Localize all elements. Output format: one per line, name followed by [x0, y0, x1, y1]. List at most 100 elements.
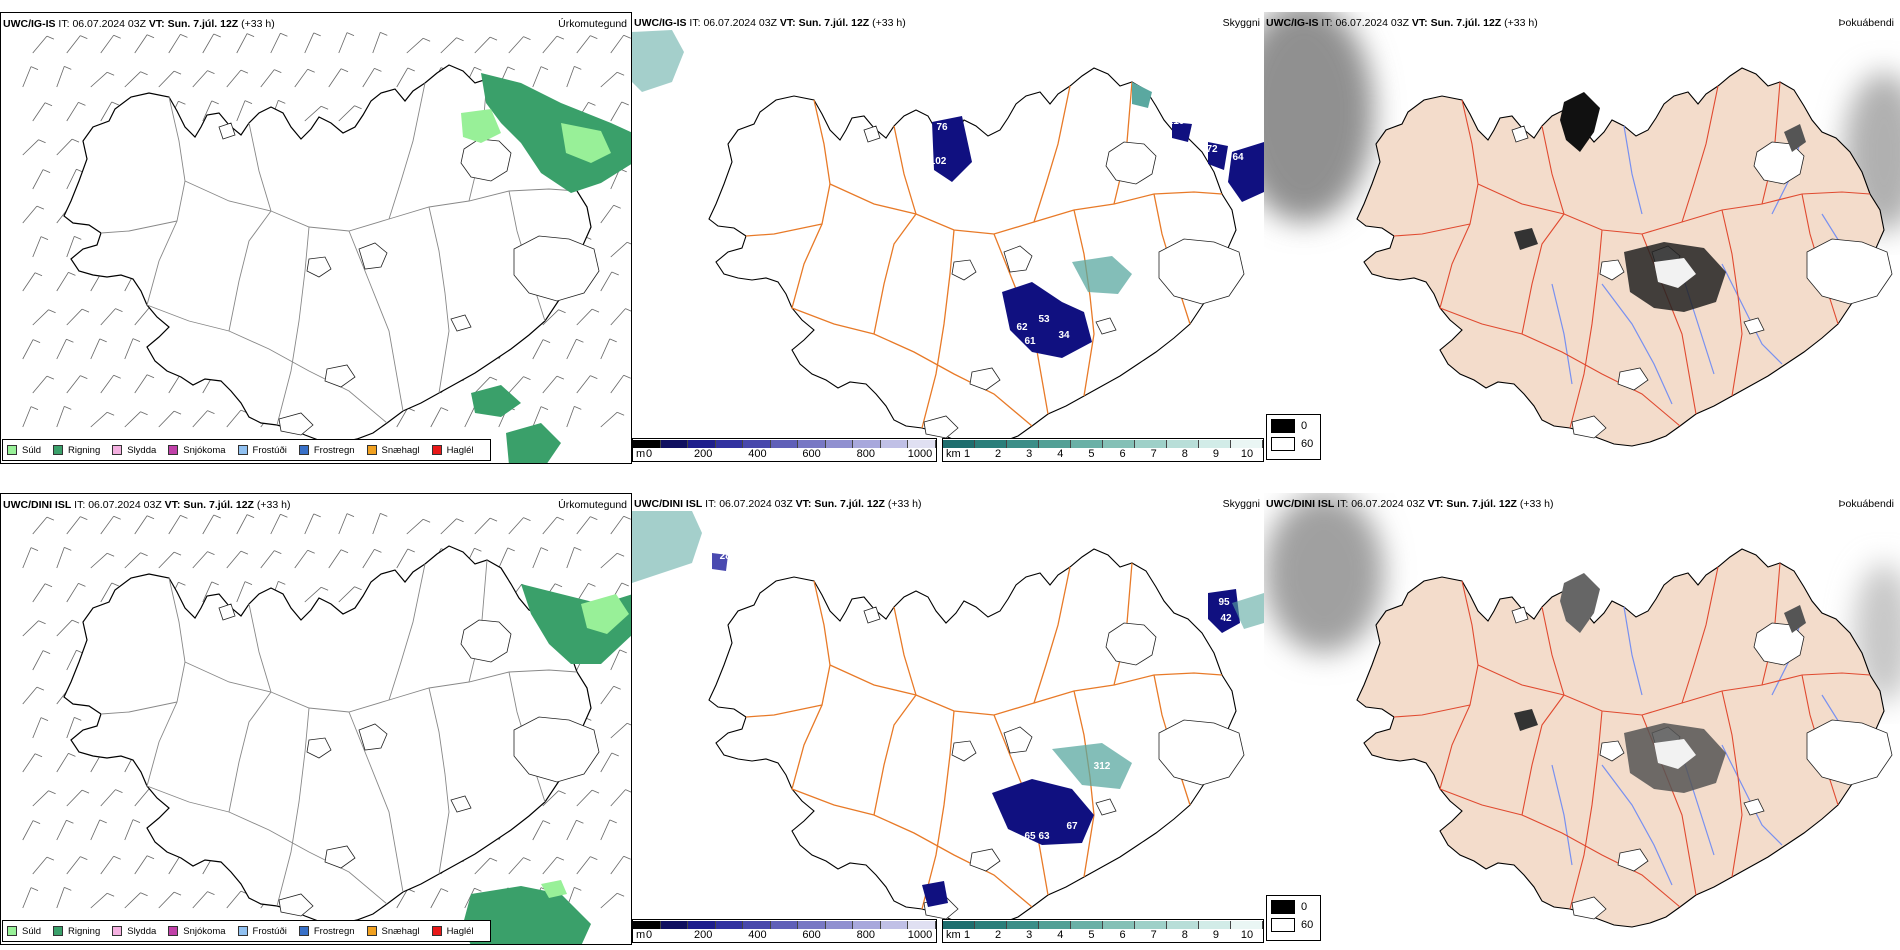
wind-barb — [56, 547, 65, 569]
wind-barb — [304, 513, 315, 535]
wind-barb-flag — [591, 308, 600, 313]
fog-spot — [1514, 228, 1538, 250]
wind-barb-flag — [80, 375, 88, 380]
cloud-area — [1228, 142, 1264, 202]
wind-barb — [66, 169, 77, 190]
colorbar-tick: 0 — [645, 929, 653, 941]
visibility-colorbar: km 1 2 3 4 5 6 7 8 9 10 — [942, 438, 1264, 462]
wind-barb — [610, 515, 625, 535]
wind-barb-flag — [313, 32, 321, 37]
colorbar-tick: 400 — [748, 448, 767, 460]
wind-barb — [338, 32, 348, 54]
wind-barb — [56, 753, 69, 773]
iceland-map — [1356, 548, 1893, 928]
colorbar-cell — [770, 440, 799, 448]
legend-swatch — [237, 445, 248, 455]
drizzle-area — [461, 109, 501, 143]
colorbar-cell — [1199, 440, 1231, 448]
wind-barb-flag — [474, 547, 482, 552]
wind-barb — [158, 410, 175, 428]
wind-barb — [32, 516, 48, 535]
road — [388, 563, 426, 701]
colorbar-tick: 5 — [1088, 448, 1095, 460]
legend-item: Rigning — [53, 445, 100, 456]
wind-barb — [100, 855, 115, 875]
wind-barb-flag — [113, 34, 121, 39]
wind-barb-flag — [621, 101, 629, 106]
wind-barb — [32, 375, 48, 394]
road — [1393, 704, 1471, 718]
fog-spot — [1514, 709, 1538, 731]
rain-area — [481, 73, 631, 193]
colorbar-cell — [715, 440, 744, 448]
wind-barb-flag — [558, 790, 566, 795]
fog-legend-label: 0 — [1301, 420, 1308, 432]
wind-barb — [32, 790, 49, 807]
colorbar-cell — [1071, 440, 1103, 448]
wind-barb — [566, 820, 577, 841]
wind-barb-flag — [71, 138, 80, 143]
colorbar-cell — [908, 440, 936, 448]
wind-barb — [56, 619, 73, 637]
wind-barb — [22, 620, 39, 637]
panel-name: Þokuábendi — [1838, 17, 1894, 29]
road — [276, 707, 310, 907]
colorbar-tick: 3 — [1026, 929, 1033, 941]
wind-barb-flag — [474, 66, 482, 71]
colorbar-tick: 1 — [963, 929, 971, 941]
colorbar-cell — [1007, 440, 1039, 448]
wind-barb — [270, 33, 281, 54]
wind-barb — [474, 517, 491, 535]
wind-barb-flag — [32, 820, 41, 824]
wind-barb-flag — [507, 547, 515, 552]
precip-type-map-panel: UWC/IG-IS IT: 06.07.2024 03Z VT: Sun. 7.… — [0, 12, 632, 464]
cloud-area — [1172, 122, 1192, 142]
wind-barb-flag — [64, 886, 72, 891]
wind-barb — [202, 581, 213, 603]
colorbar-tick: 6 — [1119, 448, 1126, 460]
colorbar-cells — [633, 921, 938, 929]
fog-area — [632, 30, 684, 92]
cloud-base-label: 42 — [1220, 613, 1232, 624]
colorbar-cell — [908, 921, 936, 929]
road — [1721, 209, 1743, 397]
wind-barb — [32, 169, 44, 190]
road — [100, 220, 178, 234]
wind-barb-flag — [180, 33, 188, 38]
wind-barb-flag — [173, 551, 182, 556]
colorbar-tick: 4 — [1057, 448, 1064, 460]
wind-barb — [294, 549, 309, 569]
cloud-base-label: 76 — [936, 122, 948, 133]
fog-legend-swatch — [1271, 918, 1295, 932]
wind-barb-flag — [340, 68, 349, 73]
colorbar-cell — [1103, 921, 1135, 929]
wind-barb — [610, 374, 625, 394]
wind-barb — [90, 552, 108, 569]
wind-barb-flag — [554, 583, 563, 588]
wind-barb — [100, 308, 116, 326]
wind-barb-flag — [625, 308, 631, 312]
wind-barb — [498, 547, 509, 569]
wind-barb-flag — [64, 65, 72, 70]
cloud-area — [932, 116, 972, 182]
wind-barb — [542, 790, 559, 807]
wind-barb-flag — [278, 580, 286, 585]
fog-index-spots — [1514, 573, 1806, 793]
wind-barb — [202, 514, 215, 535]
colorbar-cell — [880, 440, 909, 448]
wind-barb-flag — [46, 375, 55, 380]
cloud-area — [1002, 282, 1092, 358]
wind-barb — [22, 339, 34, 360]
cloud-base-label: 34 — [1058, 330, 1070, 341]
wind-barb-flag — [113, 515, 121, 520]
wind-barb — [328, 68, 342, 88]
wind-barb — [542, 35, 558, 54]
wind-barb-flag — [540, 66, 549, 70]
wind-barb — [90, 71, 108, 88]
colorbar-tick: 800 — [856, 929, 875, 941]
wind-barb — [56, 339, 67, 360]
colorbar-cell — [1039, 921, 1071, 929]
wind-barb-flag — [616, 552, 625, 557]
road — [248, 122, 272, 212]
wind-barb-flag — [380, 31, 388, 36]
